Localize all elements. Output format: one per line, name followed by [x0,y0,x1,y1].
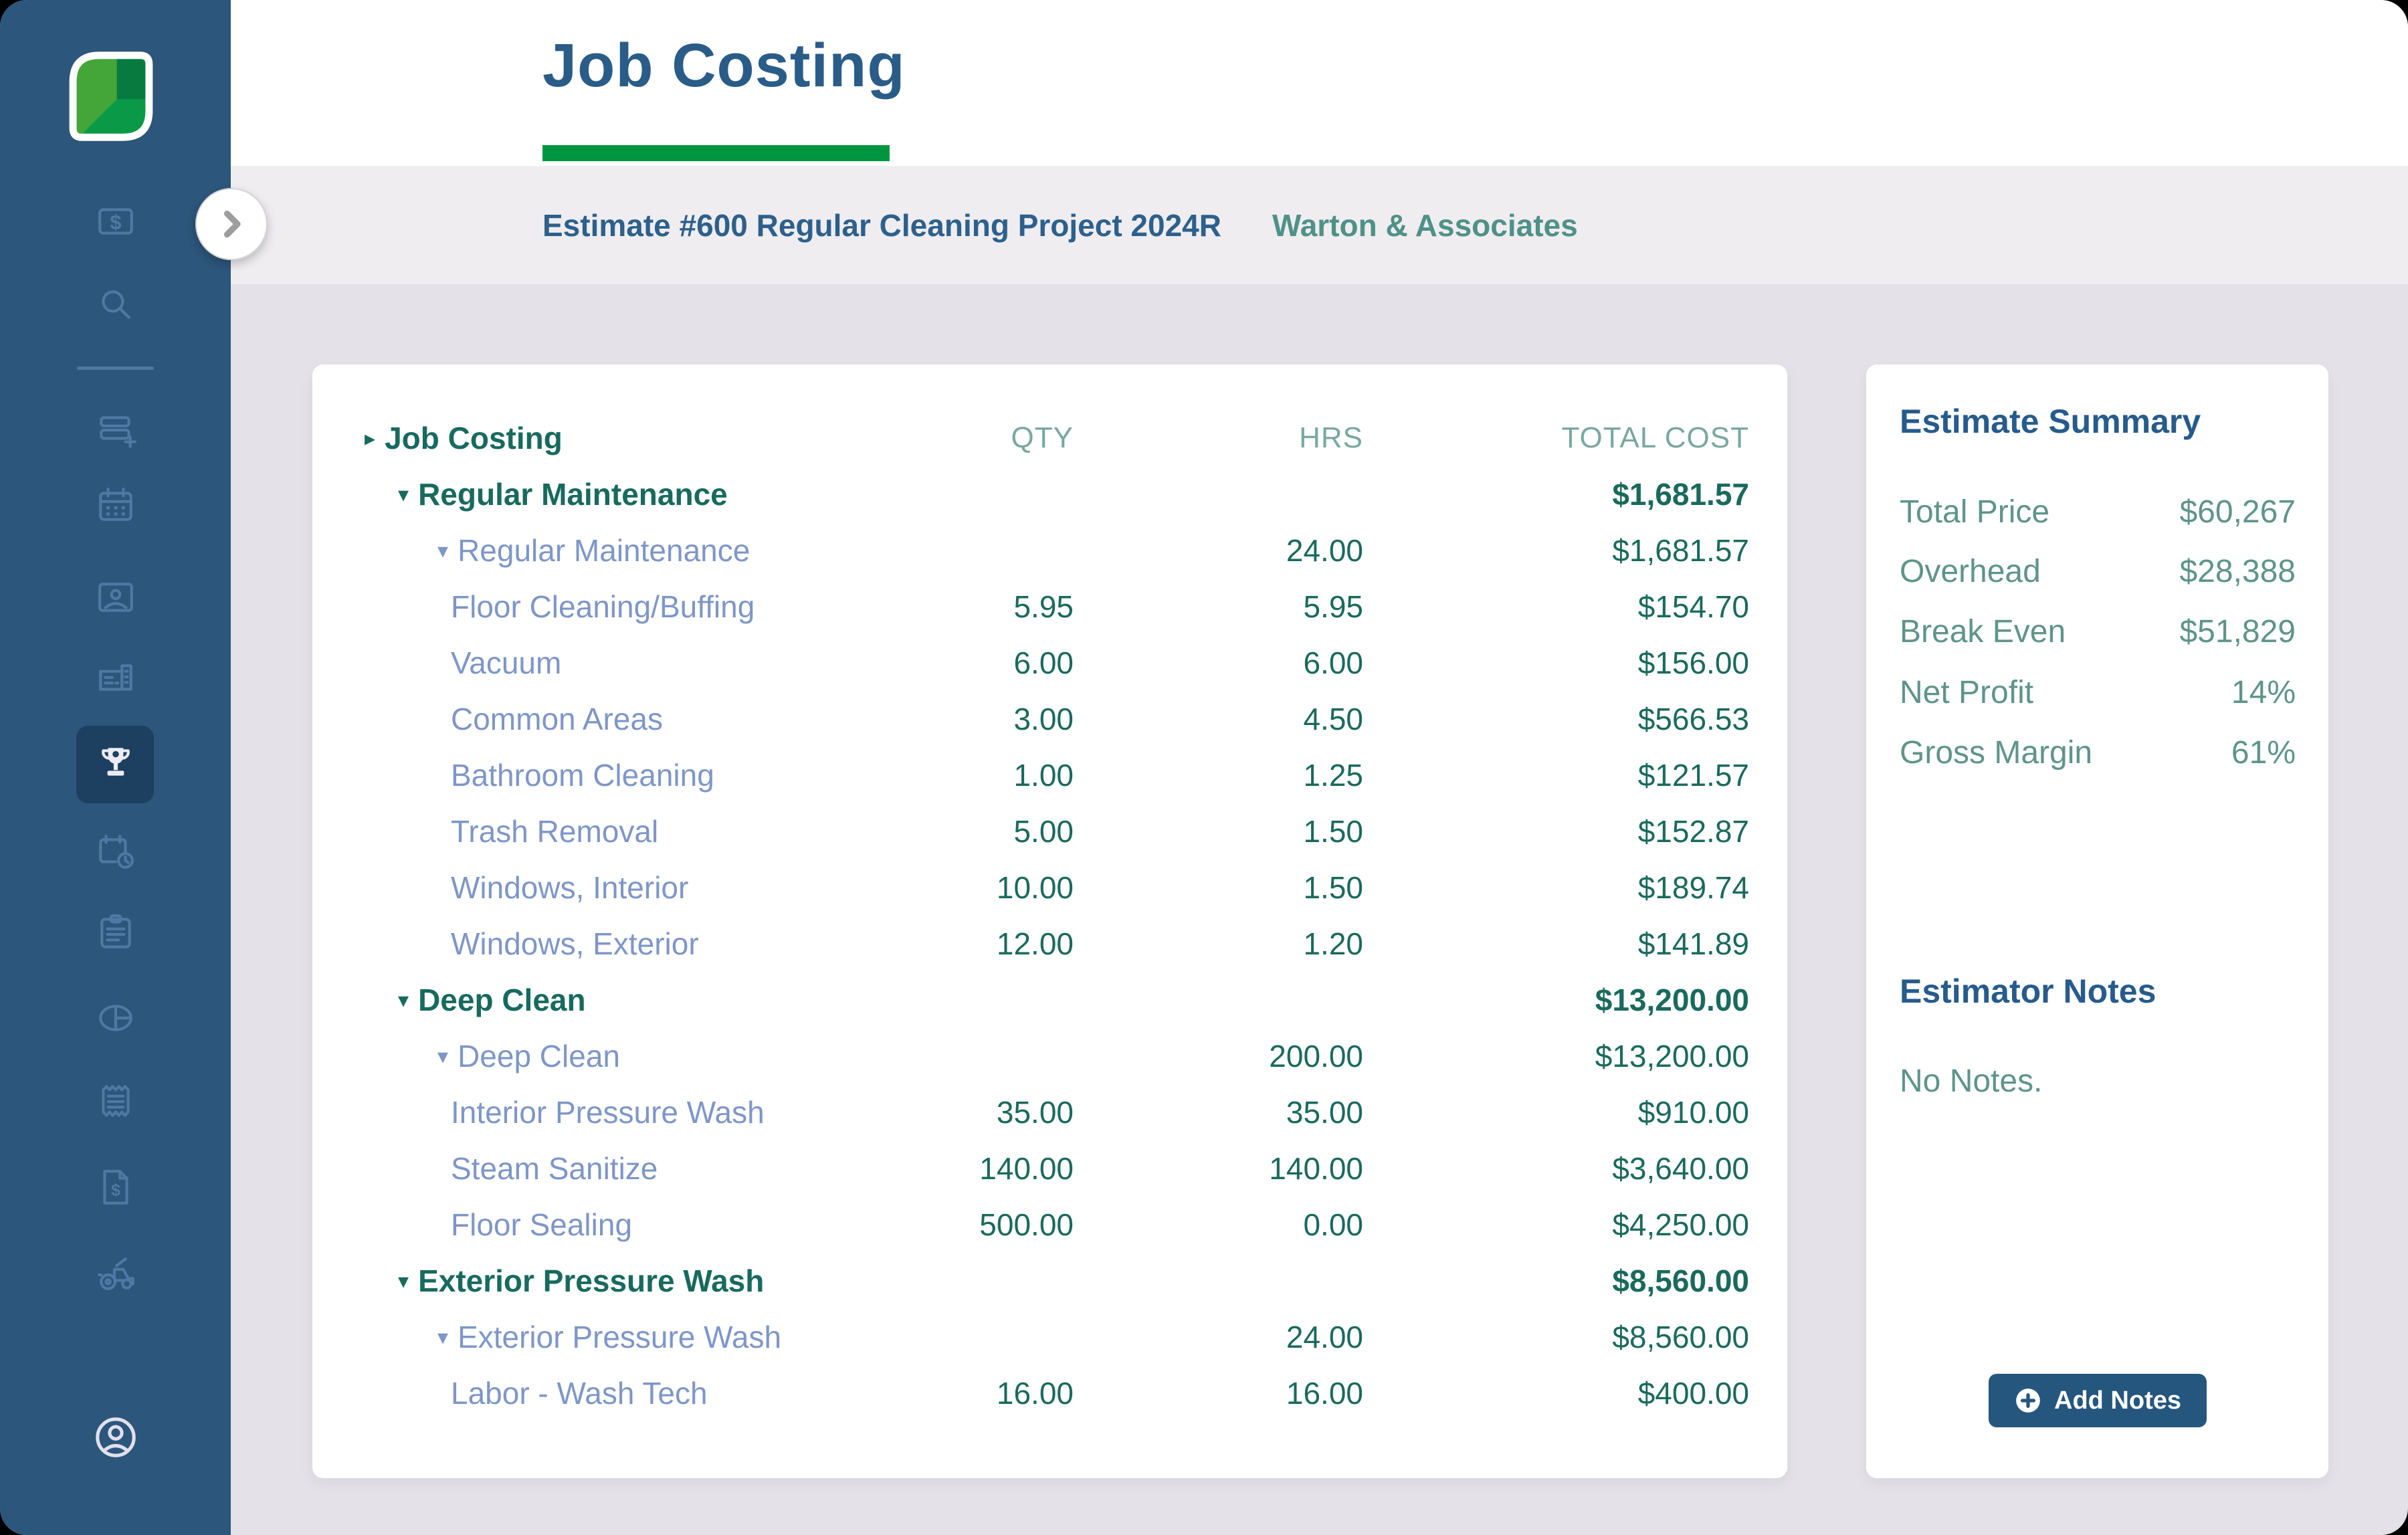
cost-item-row[interactable]: ▾ Regular Maintenance 24.00 $1,681.57 [312,522,1787,579]
breadcrumb-estimate: Estimate #600 Regular Cleaning Project 2… [542,207,1221,243]
search-icon [95,285,136,330]
sidebar-item-invoice-dollar[interactable]: $ [0,1150,231,1227]
sidebar-divider [77,367,154,370]
cost-item-row[interactable]: Steam Sanitize 140.00 140.00 $3,640.00 [312,1140,1787,1197]
sidebar-item-calendar[interactable] [0,468,231,546]
estimate-summary-card: Estimate Summary Total Price $60,267 Over… [1866,365,2328,1478]
job-costing-table-card: ▸ Job Costing QTY HRS TOTAL COST ▾ Regul… [312,365,1787,1478]
item-total-cost: $189.74 [312,869,1749,906]
item-total-cost: $8,560.00 [312,1319,1749,1355]
estimator-notes-title: Estimator Notes [1900,972,2156,1011]
photo-badge-icon [95,577,136,621]
user-account-icon [93,1415,138,1463]
sidebar-item-pie-chart[interactable] [0,981,231,1058]
item-total-cost: $4,250.00 [312,1207,1749,1243]
item-total-cost: $141.89 [312,926,1749,962]
summary-label: Break Even [1900,613,2066,650]
breadcrumb: Estimate #600 Regular Cleaning Project 2… [542,166,1578,284]
item-total-cost: $566.53 [312,701,1749,737]
column-header-total-cost: TOTAL COST [312,421,1749,455]
receipt-icon [95,1080,136,1125]
cost-item-row[interactable]: Windows, Interior 10.00 1.50 $189.74 [312,859,1787,916]
sidebar-item-clipboard[interactable] [0,895,231,973]
cost-group-row[interactable]: ▾ Deep Clean $13,200.00 [312,972,1787,1028]
summary-label: Net Profit [1900,674,2033,711]
summary-label: Overhead [1900,553,2041,590]
add-notes-label: Add Notes [2054,1387,2181,1415]
title-underline [542,145,890,161]
leaf-logo-icon[interactable] [64,48,158,144]
cost-item-row[interactable]: Common Areas 3.00 4.50 $566.53 [312,691,1787,747]
estimator-notes-empty: No Notes. [1900,1063,2042,1100]
item-total-cost: $400.00 [312,1375,1749,1411]
cost-group-row[interactable]: ▾ Exterior Pressure Wash $8,560.00 [312,1253,1787,1309]
breadcrumb-bar: Estimate #600 Regular Cleaning Project 2… [231,166,2408,284]
svg-text:$: $ [110,210,121,233]
sidebar-item-receipt[interactable] [0,1063,231,1141]
clipboard-icon [95,912,136,956]
plus-circle-icon [2014,1387,2042,1415]
summary-row: Net Profit 14% [1900,672,2296,712]
summary-label: Total Price [1900,494,2049,530]
invoice-dollar-icon: $ [95,1166,136,1211]
summary-value: 61% [2231,734,2296,771]
chevron-right-icon[interactable] [195,188,268,260]
sidebar-item-photo-badge[interactable] [0,560,231,637]
sidebar-item-tractor[interactable] [0,1235,231,1313]
money-card-icon: $ [95,201,136,245]
page-title: Job Costing [542,31,906,101]
summary-value: $28,388 [2179,553,2296,590]
summary-row: Overhead $28,388 [1900,551,2296,591]
sidebar-item-user-account[interactable] [0,1400,231,1477]
add-list-icon [95,409,136,454]
summary-row: Gross Margin 61% [1900,732,2296,773]
tractor-icon [95,1252,136,1297]
item-total-cost: $3,640.00 [312,1150,1749,1187]
cost-item-row[interactable]: Floor Sealing 500.00 0.00 $4,250.00 [312,1197,1787,1253]
cost-group-row[interactable]: ▾ Regular Maintenance $1,681.57 [312,466,1787,522]
add-notes-button[interactable]: Add Notes [1989,1374,2207,1427]
summary-value: 14% [2231,674,2296,711]
item-total-cost: $13,200.00 [312,1038,1749,1074]
summary-value: $60,267 [2179,494,2296,530]
job-costing-app: $ $ [0,0,2408,1535]
top-bar: Job Costing ? [231,0,2408,166]
calendar-icon [95,485,136,530]
sidebar-item-trophy[interactable] [0,726,231,803]
table-header-row[interactable]: ▸ Job Costing QTY HRS TOTAL COST [312,410,1787,466]
building-icon [95,658,136,703]
cost-item-row[interactable]: Interior Pressure Wash 35.00 35.00 $910.… [312,1084,1787,1140]
cost-item-row[interactable]: ▾ Deep Clean 200.00 $13,200.00 [312,1028,1787,1084]
sidebar-item-search[interactable] [0,268,231,346]
item-total-cost: $121.57 [312,757,1749,793]
svg-text:$: $ [111,1181,120,1199]
item-total-cost: $1,681.57 [312,476,1749,512]
cost-item-row[interactable]: Bathroom Cleaning 1.00 1.25 $121.57 [312,747,1787,803]
pie-chart-icon [95,997,136,1042]
cost-item-row[interactable]: Labor - Wash Tech 16.00 16.00 $400.00 [312,1365,1787,1421]
item-total-cost: $1,681.57 [312,532,1749,569]
cost-item-row[interactable]: ▾ Exterior Pressure Wash 24.00 $8,560.00 [312,1309,1787,1365]
item-total-cost: $156.00 [312,645,1749,681]
estimate-summary-title: Estimate Summary [1900,402,2201,441]
summary-row: Total Price $60,267 [1900,492,2296,532]
sidebar-item-building[interactable] [0,641,231,719]
item-total-cost: $154.70 [312,589,1749,625]
summary-label: Gross Margin [1900,734,2092,771]
breadcrumb-client-link[interactable]: Warton & Associates [1272,207,1578,243]
cost-item-row[interactable]: Windows, Exterior 12.00 1.20 $141.89 [312,916,1787,972]
trophy-icon [95,742,136,787]
sidebar-item-calendar-clock[interactable] [0,815,231,892]
item-total-cost: $8,560.00 [312,1263,1749,1299]
cost-item-row[interactable]: Floor Cleaning/Buffing 5.95 5.95 $154.70 [312,579,1787,635]
cost-item-row[interactable]: Vacuum 6.00 6.00 $156.00 [312,635,1787,691]
summary-value: $51,829 [2179,613,2296,650]
item-total-cost: $13,200.00 [312,982,1749,1018]
summary-row: Break Even $51,829 [1900,611,2296,651]
calendar-clock-icon [95,831,136,876]
cost-item-row[interactable]: Trash Removal 5.00 1.50 $152.87 [312,803,1787,859]
item-total-cost: $910.00 [312,1094,1749,1130]
sidebar-item-add-list[interactable] [0,393,231,470]
item-total-cost: $152.87 [312,813,1749,849]
